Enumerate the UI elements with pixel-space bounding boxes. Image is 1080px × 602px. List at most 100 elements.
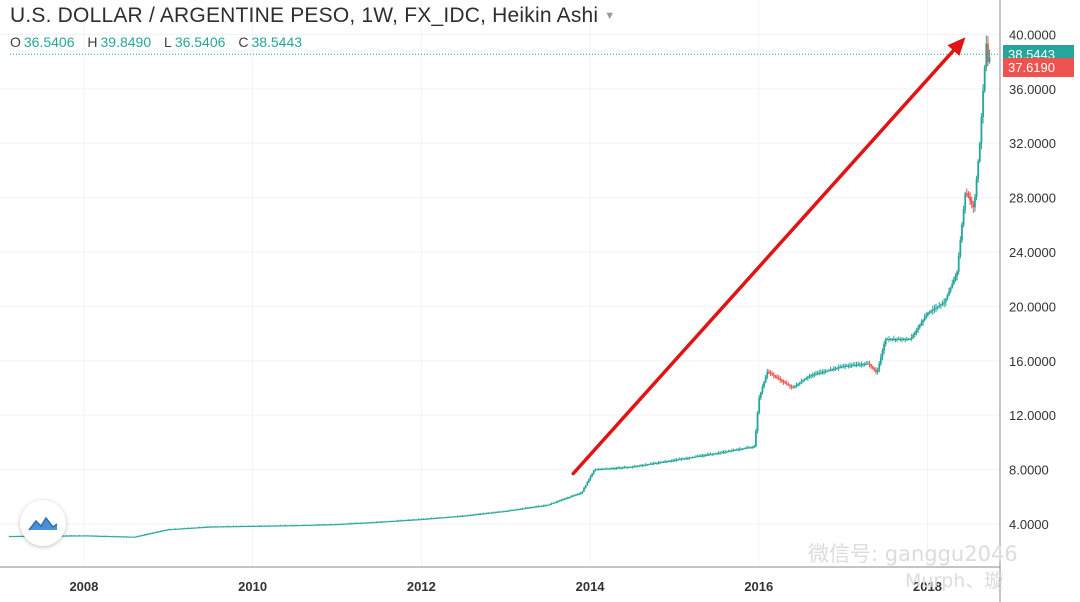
candle-body: [638, 465, 641, 467]
candle-body: [853, 364, 856, 366]
candle-body: [634, 466, 637, 468]
candle-body: [857, 364, 860, 366]
candlestick-series: [8, 35, 991, 538]
candle-body: [8, 536, 11, 538]
candle-body: [866, 363, 869, 365]
candle-body: [730, 450, 733, 452]
candle-body: [188, 527, 191, 529]
candle-body: [149, 533, 152, 535]
candle-body: [96, 535, 99, 537]
candle-body: [333, 524, 336, 526]
candle-body: [649, 463, 652, 465]
candle-body: [596, 469, 598, 471]
candle-body: [175, 528, 178, 530]
candle-body: [294, 525, 297, 527]
candle-body: [255, 525, 258, 527]
candle-body: [688, 457, 691, 459]
prev-price-tag: 37.6190: [1003, 57, 1074, 77]
candle-body: [357, 523, 360, 525]
candle-body: [573, 495, 576, 497]
candle-body: [745, 447, 748, 449]
candle-body: [709, 454, 712, 456]
candle-body: [167, 529, 170, 531]
candle-body: [450, 516, 452, 518]
candle-body: [579, 492, 582, 494]
candle-body: [670, 460, 673, 462]
candle-body: [406, 520, 409, 522]
time-axis[interactable]: [0, 567, 1000, 602]
price-tick-label: 28.0000: [1009, 191, 1056, 206]
candle-body: [372, 522, 374, 524]
candle-body: [680, 458, 683, 460]
candle-body: [889, 339, 892, 341]
open-value: 36.5406: [23, 34, 75, 50]
candle-body: [686, 457, 689, 459]
price-axis[interactable]: 4.0000 8.0000 12.0000 16.0000 20.0000 24.0000…: [1009, 27, 1056, 531]
candle-body: [662, 461, 665, 463]
candle-body: [539, 506, 542, 508]
candle-body: [956, 271, 959, 277]
symbol-title[interactable]: U.S. DOLLAR / ARGENTINE PESO, 1W, FX_IDC…: [10, 4, 615, 28]
candle-body: [732, 450, 735, 452]
candle-body: [140, 535, 142, 537]
candle-body: [508, 510, 511, 512]
candle-body: [417, 519, 420, 521]
candle-body: [323, 524, 326, 526]
candle-body: [896, 339, 898, 341]
candle-body: [594, 469, 597, 471]
candle-body: [965, 193, 968, 195]
candle-body: [505, 510, 508, 512]
candle-body: [917, 327, 920, 330]
candle-body: [497, 511, 499, 513]
candle-body: [381, 521, 384, 523]
candle-body: [568, 497, 571, 499]
candle-body: [719, 452, 722, 454]
candle-body: [704, 454, 707, 456]
candle-body: [604, 468, 606, 470]
candle-body: [876, 370, 879, 372]
candle-body: [213, 526, 215, 528]
candle-body: [949, 287, 952, 292]
candle-body: [362, 522, 365, 524]
candle-body: [464, 515, 467, 517]
candle-body: [123, 536, 126, 538]
candle-body: [119, 536, 121, 538]
candle-body: [445, 517, 447, 519]
candle-body: [18, 536, 21, 538]
candle-body: [20, 536, 22, 538]
candle-body: [839, 367, 842, 369]
high-key: H: [87, 34, 98, 50]
candle-body: [263, 525, 266, 527]
candle-body: [130, 536, 133, 538]
candle-body: [761, 387, 764, 393]
candle-body: [404, 520, 407, 522]
candle-body: [289, 525, 292, 527]
candle-body: [618, 467, 621, 469]
tradingview-logo-button[interactable]: [20, 500, 66, 546]
candle-body: [114, 536, 117, 538]
candle-body: [844, 366, 847, 368]
candle-body: [615, 467, 618, 469]
candle-body: [519, 508, 522, 510]
candle-body: [626, 467, 629, 469]
candle-body: [344, 523, 347, 525]
candle-body: [784, 382, 787, 384]
candle-body: [377, 521, 379, 523]
candle-body: [974, 197, 976, 208]
candle-body: [873, 368, 876, 371]
candle-body: [498, 511, 501, 513]
candle-body: [81, 535, 84, 537]
chart-grid: [0, 0, 1000, 567]
candle-body: [677, 459, 679, 461]
candle-body: [274, 525, 277, 527]
candle-body: [127, 536, 130, 538]
candle-body: [763, 381, 765, 388]
chevron-down-icon[interactable]: ▼: [604, 10, 616, 23]
candle-body: [938, 305, 941, 307]
candle-body: [154, 532, 157, 534]
candle-body: [98, 535, 100, 537]
candle-body: [317, 524, 319, 526]
candle-body: [385, 521, 387, 523]
candle-body: [360, 522, 363, 524]
